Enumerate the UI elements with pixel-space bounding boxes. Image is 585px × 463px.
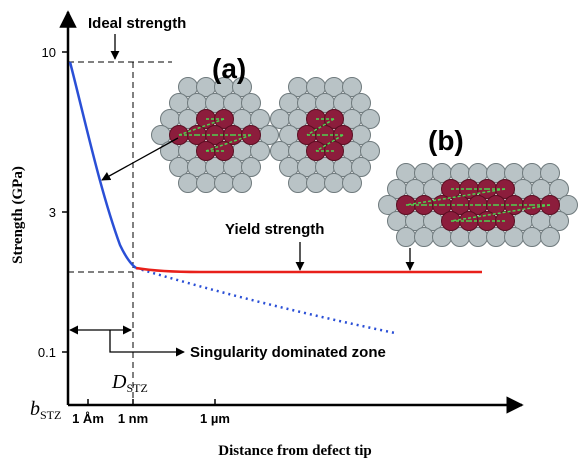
base: D (111, 371, 127, 393)
atom-clusters (152, 78, 578, 247)
atom (523, 228, 542, 247)
zone-pointer (110, 330, 184, 352)
atom (289, 174, 308, 193)
x-tick-label: 1 Åm (72, 411, 104, 426)
y-tick-label: 3 (49, 205, 56, 220)
d-stz-label: DSTZ (111, 371, 148, 395)
x-axis-label: Distance from defect tip (218, 443, 371, 459)
yield-strength-label: Yield strength (225, 221, 324, 238)
y-axis-label: Strength (GPa) (10, 166, 26, 264)
atom (197, 174, 216, 193)
extrapolated-curve (136, 268, 395, 333)
atom (343, 174, 362, 193)
subscript: STZ (126, 381, 147, 395)
y-tick-label: 0.1 (38, 345, 56, 360)
ideal-strength-label: Ideal strength (88, 15, 186, 32)
yield-line (136, 268, 482, 272)
panel-label: (a) (212, 53, 246, 84)
atom (541, 228, 560, 247)
y-tick-label: 10 (42, 45, 56, 60)
atom (325, 174, 344, 193)
atom (233, 174, 252, 193)
base: b (30, 398, 40, 420)
panel-label: (b) (428, 125, 464, 156)
x-origin-label: bSTZ (30, 398, 61, 422)
atom (179, 174, 198, 193)
atom (215, 174, 234, 193)
singularity-label: Singularity dominated zone (190, 344, 386, 361)
figure: 10 3 0.1 1 Åm 1 nm 1 µm bSTZ DSTZ Streng… (0, 0, 585, 463)
atom (397, 228, 416, 247)
x-tick-label: 1 nm (118, 411, 148, 426)
x-tick-label: 1 µm (200, 411, 230, 426)
atom (415, 228, 434, 247)
subscript: STZ (40, 408, 61, 422)
atom (307, 174, 326, 193)
singular-curve (70, 62, 136, 268)
